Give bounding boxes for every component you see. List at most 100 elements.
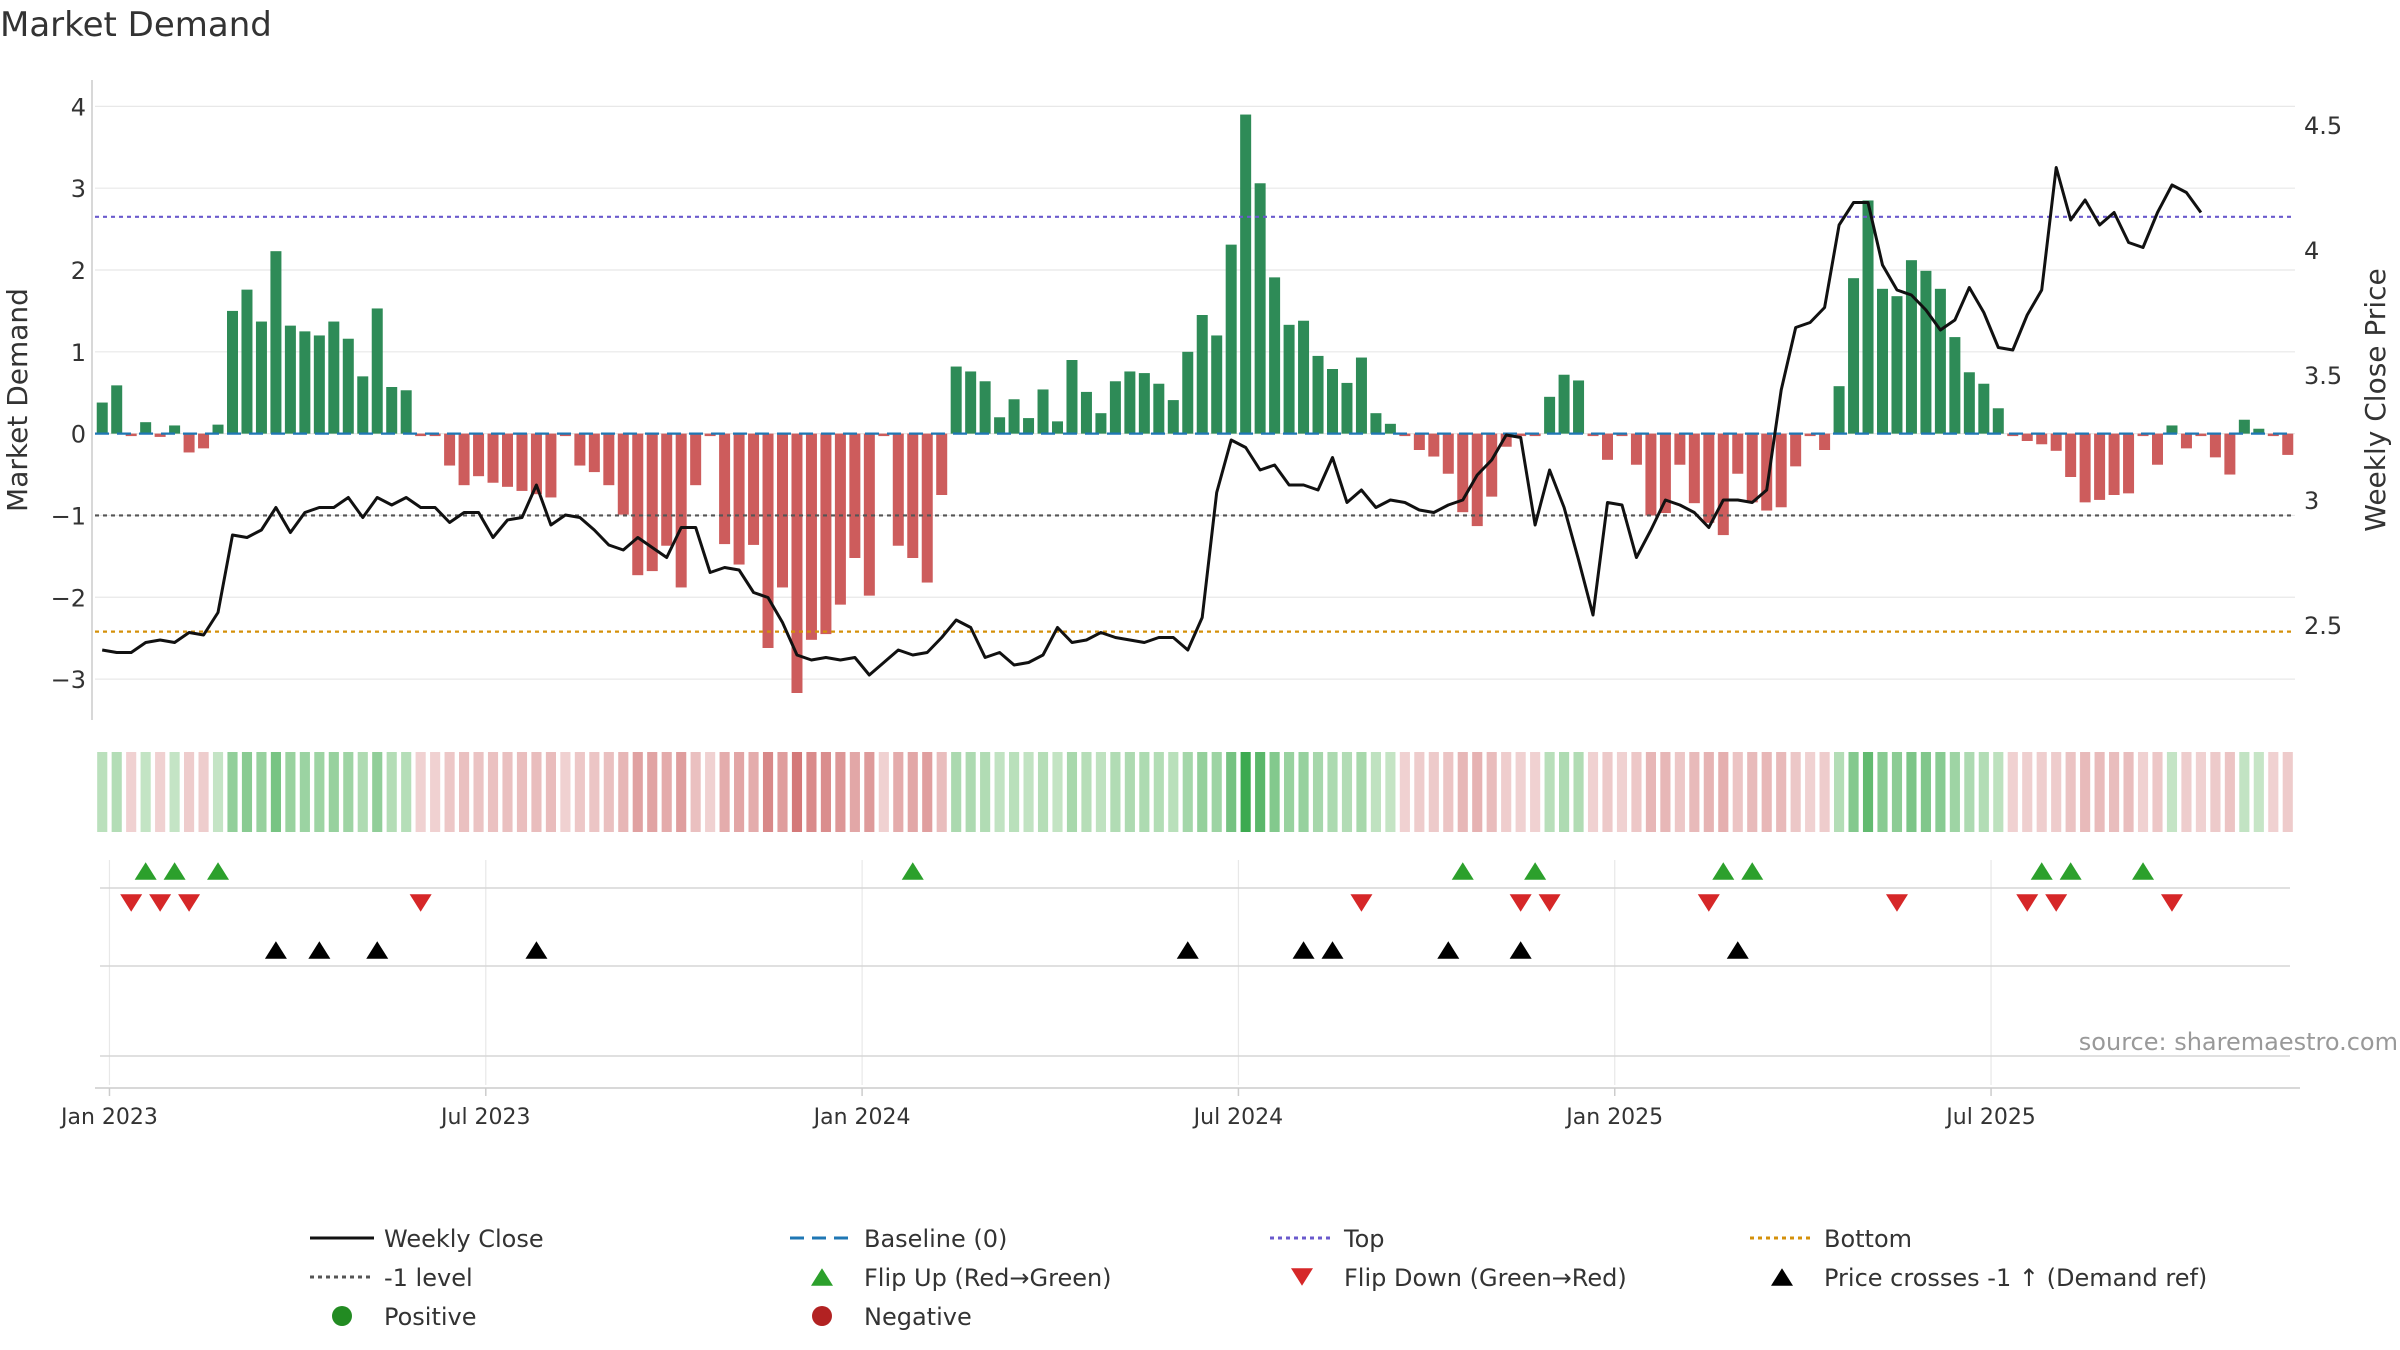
heatmap-cell (2195, 752, 2206, 832)
demand-bar (603, 433, 615, 486)
demand-bar (1790, 433, 1802, 467)
demand-bar (371, 308, 383, 434)
heatmap-cell (444, 752, 455, 832)
heatmap-cell (2268, 752, 2279, 832)
y-tick-label: −1 (51, 502, 86, 530)
demand-bar (169, 425, 181, 434)
demand-bar (675, 433, 687, 588)
heatmap-cell (1805, 752, 1816, 832)
legend-swatch-cross (1771, 1268, 1793, 1286)
source-label: source: sharemaestro.com (2079, 1028, 2398, 1056)
demand-bar (1196, 315, 1208, 434)
heatmap-cell (1718, 752, 1729, 832)
y-tick-label: 3 (71, 175, 86, 203)
demand-bar (1298, 320, 1310, 434)
legend-swatch-flip_up (811, 1268, 833, 1286)
y2-tick-label: 3.5 (2304, 362, 2342, 390)
heatmap-cell (473, 752, 484, 832)
flip-up-marker (1741, 862, 1764, 880)
heatmap-cell (1414, 752, 1425, 832)
demand-bar (2224, 433, 2236, 475)
heatmap-cell (1732, 752, 1743, 832)
heatmap-cell (1501, 752, 1512, 832)
heatmap-cell (893, 752, 904, 832)
heatmap-cell (618, 752, 629, 832)
demand-bar (2065, 433, 2077, 477)
demand-bar (1283, 324, 1295, 434)
demand-bar (965, 371, 977, 434)
demand-bar (2137, 433, 2149, 437)
demand-bar (1877, 288, 1888, 434)
heatmap-cell (1255, 752, 1266, 832)
demand-bar (1327, 369, 1338, 434)
demand-bar (834, 433, 846, 605)
chart-title: Market Demand (0, 5, 272, 45)
demand-bar (2238, 419, 2250, 434)
demand-bar (1558, 374, 1570, 434)
heatmap-cell (762, 752, 774, 832)
demand-bar (849, 433, 861, 558)
demand-bar (559, 433, 571, 437)
heatmap-cell (2123, 752, 2134, 832)
demand-bar (950, 366, 962, 434)
price-cross-marker (366, 941, 389, 959)
heatmap-cell (1226, 752, 1237, 832)
demand-bar (154, 433, 166, 437)
demand-bar (458, 433, 470, 486)
price-cross-marker (1176, 941, 1199, 959)
heatmap-cell (270, 752, 281, 832)
demand-bar (863, 433, 875, 596)
heatmap-cell (878, 752, 889, 832)
heatmap-cell (343, 752, 354, 832)
demand-bar (1645, 433, 1657, 516)
heatmap-cell (1674, 752, 1685, 832)
legend-label-baseline: Baseline (0) (864, 1225, 1007, 1253)
legend-label-negative: Negative (864, 1303, 972, 1331)
demand-bar (1457, 433, 1469, 513)
demand-bar (1080, 391, 1092, 434)
demand-bar (1442, 433, 1454, 474)
demand-bar (270, 251, 282, 434)
heatmap-cell (574, 752, 585, 832)
demand-bar (2050, 433, 2062, 451)
heatmap-cell (864, 752, 875, 832)
heatmap-cell (1689, 752, 1700, 832)
demand-bar (1428, 433, 1440, 457)
y-tick-label: 1 (71, 339, 86, 367)
heatmap-cell (1211, 752, 1222, 832)
x-tick-label: Jan 2025 (1564, 1105, 1663, 1130)
heatmap-cell (430, 752, 441, 832)
heatmap-cell (1544, 752, 1555, 832)
demand-bar (719, 433, 731, 545)
heatmap-cell (1573, 752, 1584, 832)
demand-bar (284, 325, 296, 434)
heatmap-cell (1920, 752, 1931, 832)
legend-swatch-positive (332, 1306, 352, 1326)
demand-bar (415, 433, 427, 437)
heatmap-cell (820, 752, 831, 832)
heatmap-cell (169, 752, 180, 832)
demand-bar (1602, 433, 1613, 460)
heatmap-cell (1906, 752, 1917, 832)
heatmap-cell (1472, 752, 1483, 832)
demand-bar (1732, 433, 1744, 474)
heatmap-cell (2166, 752, 2178, 832)
heatmap-cell (1645, 752, 1656, 832)
price-cross-marker (1321, 941, 1344, 959)
demand-bar (1370, 413, 1382, 434)
demand-bar (1688, 433, 1700, 504)
demand-bar (111, 385, 123, 434)
y-tick-label: 4 (71, 93, 86, 121)
heatmap-cell (1081, 752, 1092, 832)
y2-axis-label: Weekly Close Price (2359, 268, 2392, 531)
heatmap-cell (1486, 752, 1497, 832)
heatmap-cell (140, 752, 151, 832)
demand-bar (1804, 433, 1816, 437)
demand-bar (805, 433, 817, 640)
x-tick-label: Jan 2024 (812, 1105, 911, 1130)
flip-down-marker (1350, 894, 1373, 912)
heatmap-cell (1848, 752, 1859, 832)
demand-bar (227, 310, 238, 434)
heatmap-cell (1428, 752, 1439, 832)
